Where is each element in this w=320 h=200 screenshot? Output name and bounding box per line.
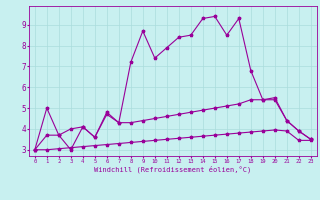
X-axis label: Windchill (Refroidissement éolien,°C): Windchill (Refroidissement éolien,°C) <box>94 165 252 173</box>
